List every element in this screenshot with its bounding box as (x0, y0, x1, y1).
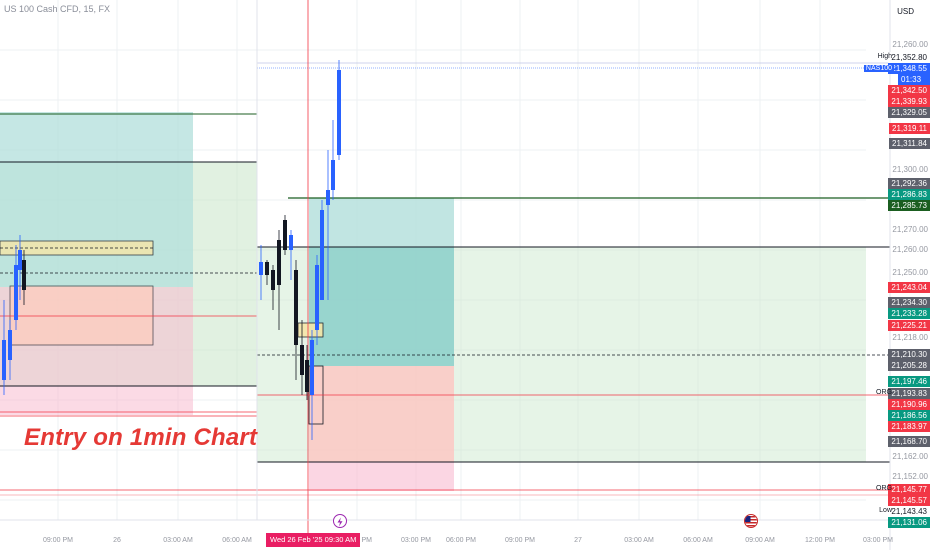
symbol-price-tag: 21,348.55 (888, 63, 930, 74)
us-flag-icon[interactable] (744, 514, 758, 528)
candle-body (22, 260, 26, 290)
right-deep-target-zone (309, 247, 454, 366)
price-tag: 21,168.70 (888, 436, 930, 447)
price-tag: 21,225.21 (888, 320, 930, 331)
candle-body (326, 190, 330, 205)
price-side-label: High (877, 53, 892, 60)
time-axis-label: 09:00 PM (43, 537, 73, 544)
candle-body (320, 210, 324, 300)
left-orange-box (9, 285, 154, 346)
candle-body (305, 360, 309, 392)
candle-body (289, 235, 293, 250)
price-side-label: ORG (876, 485, 892, 492)
time-axis-label: 03:00 AM (624, 537, 654, 544)
price-tag: 21,143.43 (888, 506, 930, 517)
time-axis-label: 09:00 PM (505, 537, 535, 544)
candle-body (300, 345, 304, 375)
price-tag: 21,319.11 (889, 123, 930, 134)
candle-body (277, 240, 281, 285)
chart-title: US 100 Cash CFD, 15, FX (4, 4, 111, 14)
price-tag: 21,292.36 (888, 178, 930, 189)
price-tag: 21,145.57 (888, 495, 930, 506)
price-tag: 21,285.73 (888, 200, 930, 211)
time-axis-label: 12:00 PM (805, 537, 835, 544)
axis-price-label: 21,152.00 (892, 472, 928, 481)
candle-body (14, 265, 18, 320)
time-axis-label: 06:00 AM (222, 537, 252, 544)
currency-label[interactable]: USD (897, 7, 914, 16)
candle-body (294, 270, 298, 345)
candle-body (310, 340, 314, 395)
time-axis-label: 27 (574, 537, 582, 544)
price-tag: 21,190.96 (888, 399, 930, 410)
symbol-name-tag: NAS100 (863, 65, 894, 72)
price-tag: 21,352.80 (888, 52, 930, 63)
price-side-label: Low (879, 507, 892, 514)
price-side-label: ORG (876, 389, 892, 396)
price-tag: 21,311.84 (889, 138, 930, 149)
candles-right (259, 60, 341, 440)
time-axis-label: 06:00 PM (446, 537, 476, 544)
price-tag: 21,329.05 (888, 107, 930, 118)
price-tag: 21,193.83 (888, 388, 930, 399)
candle-body (259, 262, 263, 275)
price-tag: 21,342.50 (888, 85, 930, 96)
candle-body (2, 340, 6, 380)
symbol-price: 21,348.55 (891, 64, 927, 73)
time-axis-label: 26 (113, 537, 121, 544)
time-axis-label: 03:00 PM (401, 537, 431, 544)
price-tag: 21,234.30 (888, 297, 930, 308)
price-tag: 21,243.04 (888, 282, 930, 293)
axis-price-label: 21,260.00 (892, 40, 928, 49)
candle-body (331, 160, 335, 190)
axis-price-label: 21,260.00 (892, 245, 928, 254)
candle-body (265, 262, 269, 275)
candle-body (315, 265, 319, 330)
countdown: 01:33 (901, 75, 922, 84)
axis-price-label: 21,218.00 (892, 333, 928, 342)
axis-price-label: 21,300.00 (892, 165, 928, 174)
candle-body (337, 70, 341, 155)
price-tag: 21,197.46 (888, 376, 930, 387)
cursor-time-label: Wed 26 Feb '25 09:30 AM (266, 533, 361, 547)
right-orange-zone (309, 366, 454, 462)
price-tag: 21,183.97 (888, 421, 930, 432)
time-axis-label: 09:00 AM (745, 537, 775, 544)
time-axis-label: 03:00 PM (863, 537, 893, 544)
price-tag: 21,145.77 (888, 484, 930, 495)
candles-left (2, 235, 26, 395)
axis-price-label: 21,162.00 (892, 452, 928, 461)
annotation-text[interactable]: Entry on 1min Chart (24, 424, 258, 451)
price-tag: 21,339.93 (888, 96, 930, 107)
symbol-countdown-tag: 01:33 (898, 74, 930, 85)
candle-body (18, 250, 22, 270)
time-axis-label: 06:00 AM (683, 537, 713, 544)
axis-price-label: 21,270.00 (892, 225, 928, 234)
price-tag: 21,205.28 (888, 360, 930, 371)
price-tag: 21,286.83 (888, 189, 930, 200)
candle-body (271, 270, 275, 290)
candle-body (8, 330, 12, 360)
time-axis-label: 03:00 AM (163, 537, 193, 544)
price-tag: 21,233.28 (888, 308, 930, 319)
price-tag: 21,131.06 (888, 517, 930, 528)
price-tag: 21,186.56 (888, 410, 930, 421)
candle-body (283, 220, 287, 250)
lightning-icon[interactable] (333, 514, 347, 528)
left-target-zone (0, 112, 193, 287)
price-tag: 21,210.30 (888, 349, 930, 360)
axis-price-label: 21,250.00 (892, 268, 928, 277)
